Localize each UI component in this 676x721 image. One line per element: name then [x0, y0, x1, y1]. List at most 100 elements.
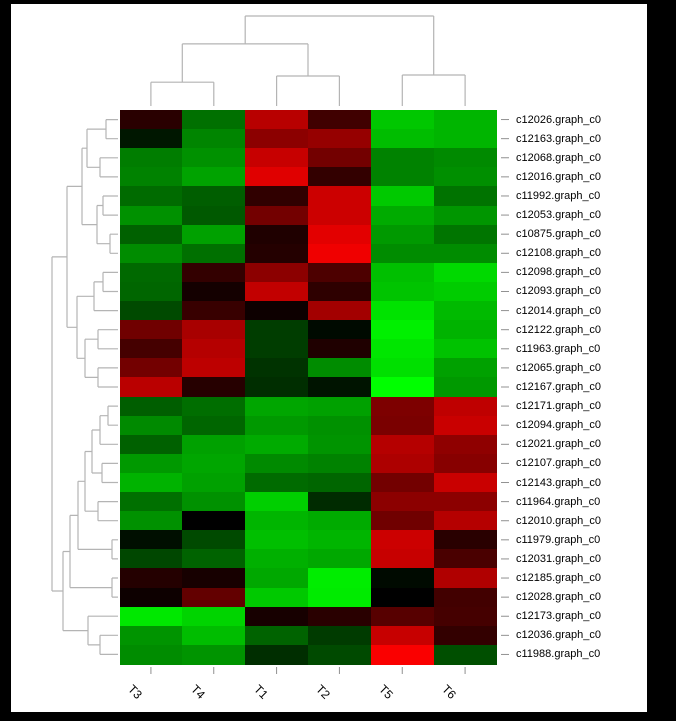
row-label: c12028.graph_c0: [516, 591, 602, 604]
heatmap-cell: [308, 110, 372, 130]
heatmap-cell: [308, 281, 372, 302]
heatmap-cell: [245, 339, 309, 360]
heatmap-cell: [433, 453, 498, 474]
heatmap-cell: [308, 511, 372, 531]
heatmap-cell: [119, 453, 184, 474]
heatmap-cell: [433, 320, 498, 340]
heatmap-cell: [182, 530, 246, 551]
heatmap-cell: [308, 262, 372, 283]
heatmap-cell: [370, 148, 435, 168]
heatmap-cell: [182, 186, 246, 207]
heatmap-cell: [182, 472, 246, 493]
heatmap-cell: [182, 453, 246, 474]
heatmap-cell: [119, 549, 184, 570]
row-label: c12014.graph_c0: [516, 304, 602, 317]
heatmap-cell: [433, 587, 498, 608]
heatmap-cell: [182, 396, 246, 417]
heatmap-cell: [370, 396, 435, 417]
heatmap-cell: [119, 320, 184, 340]
heatmap-cell: [182, 568, 246, 589]
heatmap-cell: [370, 339, 435, 360]
column-tick-marks: [150, 667, 466, 674]
row-label: c12098.graph_c0: [516, 266, 602, 279]
heatmap-cell: [433, 549, 498, 570]
row-label: c12107.graph_c0: [516, 457, 602, 470]
heatmap-cell: [370, 472, 435, 493]
heatmap-cell: [245, 281, 309, 302]
row-label: c12185.graph_c0: [516, 572, 602, 585]
row-label: c12016.graph_c0: [516, 170, 602, 183]
heatmap-cell: [433, 644, 498, 665]
heatmap-cell: [182, 262, 246, 283]
heatmap-cell: [119, 377, 184, 398]
heatmap-cell: [119, 415, 184, 436]
heatmap-cell: [370, 205, 435, 226]
heatmap-cell: [433, 434, 498, 455]
heatmap-cell: [433, 396, 498, 417]
row-label: c12065.graph_c0: [516, 361, 602, 374]
heatmap-cell: [370, 453, 435, 474]
row-label: c12122.graph_c0: [516, 323, 602, 336]
heatmap-cell: [308, 530, 372, 551]
heatmap-cell: [119, 129, 184, 149]
heatmap-cell: [245, 549, 309, 570]
heatmap-cell: [245, 320, 309, 340]
heatmap-cell: [119, 110, 184, 130]
heatmap-cell: [308, 453, 372, 474]
row-label: c12036.graph_c0: [516, 629, 602, 642]
row-label: c12053.graph_c0: [516, 209, 602, 222]
heatmap-cell: [119, 224, 184, 245]
heatmap-cell: [370, 587, 435, 608]
heatmap-cell: [433, 568, 498, 589]
heatmap-cell: [245, 396, 309, 417]
heatmap-cell: [119, 186, 184, 207]
row-label: c12143.graph_c0: [516, 476, 602, 489]
heatmap-cell: [245, 587, 309, 608]
row-label: c11988.graph_c0: [516, 648, 601, 661]
row-label: c12173.graph_c0: [516, 610, 602, 623]
heatmap-cell: [433, 186, 498, 207]
heatmap-cell: [308, 377, 372, 398]
heatmap-cell: [370, 415, 435, 436]
heatmap-cell: [119, 606, 184, 627]
heatmap-cell: [308, 129, 372, 149]
heatmap-cell: [245, 301, 309, 321]
heatmap-cell: [119, 644, 184, 665]
heatmap-cell: [433, 415, 498, 436]
heatmap-cell: [119, 530, 184, 551]
heatmap-cell: [370, 281, 435, 302]
heatmap-cell: [119, 243, 184, 264]
heatmap-cell: [370, 434, 435, 455]
heatmap-cell: [182, 320, 246, 340]
row-label: c12093.graph_c0: [516, 285, 602, 298]
heatmap-cell: [245, 186, 309, 207]
heatmap-cell: [182, 301, 246, 321]
heatmap-cell: [308, 320, 372, 340]
column-dendrogram: [150, 15, 466, 106]
heatmap-cell: [245, 492, 309, 512]
heatmap-cell: [245, 511, 309, 531]
heatmap-cell: [245, 358, 309, 379]
heatmap-cell: [245, 434, 309, 455]
heatmap-cell: [119, 511, 184, 531]
heatmap-cell: [433, 110, 498, 130]
heatmap-cell: [245, 625, 309, 646]
heatmap-cell: [370, 511, 435, 531]
heatmap-cell: [308, 625, 372, 646]
heatmap-cell: [245, 205, 309, 226]
heatmap-cell: [119, 625, 184, 646]
heatmap-cell: [433, 243, 498, 264]
heatmap-cell: [119, 339, 184, 360]
heatmap-cell: [308, 358, 372, 379]
heatmap-cell: [182, 167, 246, 188]
heatmap-cell: [245, 129, 309, 149]
row-label: c12171.graph_c0: [516, 400, 602, 413]
heatmap-cell: [433, 205, 498, 226]
heatmap-cell: [433, 167, 498, 188]
heatmap-cell: [433, 358, 498, 379]
heatmap-cell: [370, 224, 435, 245]
heatmap-cell: [119, 148, 184, 168]
heatmap-cell: [308, 644, 372, 665]
heatmap-cell: [182, 587, 246, 608]
